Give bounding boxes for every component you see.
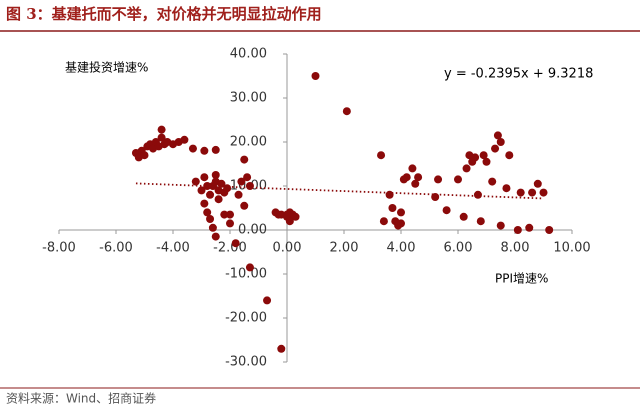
point xyxy=(140,151,149,160)
point xyxy=(414,173,423,182)
x-tick-label: 4.00 xyxy=(387,241,416,256)
x-tick-label: -8.00 xyxy=(42,241,76,256)
point xyxy=(157,133,166,142)
point xyxy=(505,151,514,160)
point xyxy=(208,223,217,232)
point xyxy=(211,171,220,179)
y-tick-label: -20.00 xyxy=(225,311,267,326)
point xyxy=(462,164,471,173)
point xyxy=(285,217,294,226)
point xyxy=(397,208,405,217)
point xyxy=(226,219,234,228)
point xyxy=(200,199,209,208)
x-tick-label: -2.00 xyxy=(213,241,247,256)
point xyxy=(525,223,534,232)
point xyxy=(397,219,405,228)
point xyxy=(291,212,300,221)
x-tick-label: 10.00 xyxy=(553,241,590,256)
point xyxy=(454,175,462,184)
point xyxy=(496,221,505,230)
y-axis-label: 基建投资增速% xyxy=(65,60,148,75)
point xyxy=(157,125,166,134)
point xyxy=(434,175,443,184)
y-tick-label: 30.00 xyxy=(230,91,267,106)
y-tick-label: 40.00 xyxy=(230,47,267,62)
point xyxy=(488,177,497,186)
point xyxy=(234,190,243,199)
point xyxy=(311,72,320,80)
point xyxy=(223,184,232,193)
point xyxy=(214,195,223,204)
point xyxy=(197,186,206,195)
point xyxy=(217,179,226,188)
x-axis-label: PPI增速% xyxy=(495,272,548,286)
point xyxy=(411,179,420,188)
point xyxy=(220,210,229,219)
y-tick-label: 20.00 xyxy=(230,135,267,150)
point xyxy=(516,188,525,197)
point xyxy=(533,179,542,188)
point xyxy=(493,131,502,140)
point xyxy=(206,190,215,199)
point xyxy=(211,232,220,241)
point xyxy=(377,151,386,160)
point xyxy=(240,155,249,164)
x-tick-label: 0.00 xyxy=(273,241,302,256)
point xyxy=(476,217,485,226)
trendline xyxy=(135,182,544,200)
point xyxy=(442,206,451,215)
point xyxy=(385,190,394,199)
point xyxy=(482,157,491,166)
point xyxy=(342,107,351,116)
point xyxy=(408,164,417,173)
point xyxy=(471,153,480,162)
y-tick-label: -10.00 xyxy=(225,267,267,282)
point xyxy=(200,173,209,182)
point xyxy=(200,146,209,155)
x-tick-label: -4.00 xyxy=(156,241,190,256)
point xyxy=(263,296,272,305)
point xyxy=(243,173,252,182)
point xyxy=(513,226,522,234)
y-tick-label: 0.00 xyxy=(238,223,267,238)
point xyxy=(191,177,200,186)
point xyxy=(502,184,511,193)
trendline-equation: y = -0.2395x + 9.3218 xyxy=(444,67,593,82)
point xyxy=(231,239,240,248)
point xyxy=(545,226,554,234)
x-tick-label: 8.00 xyxy=(501,241,530,256)
point xyxy=(402,173,411,182)
source: 资料来源：Wind、招商证券 xyxy=(6,391,156,406)
point xyxy=(245,182,254,190)
x-tick-label: -6.00 xyxy=(99,241,133,256)
point xyxy=(539,188,548,197)
x-tick-label: 6.00 xyxy=(444,241,473,256)
point xyxy=(245,263,254,272)
point xyxy=(206,215,215,223)
point xyxy=(188,144,197,153)
point xyxy=(496,138,505,146)
point xyxy=(528,188,537,197)
point xyxy=(277,344,286,353)
point xyxy=(240,201,249,210)
point xyxy=(180,135,189,144)
point xyxy=(379,217,388,226)
point xyxy=(211,145,220,154)
chart-title: 图 3：基建托而不举，对价格并无明显拉动作用 xyxy=(6,5,322,23)
point xyxy=(459,212,468,221)
x-tick-label: 2.00 xyxy=(330,241,359,256)
point xyxy=(479,151,488,160)
point xyxy=(226,210,234,219)
point xyxy=(491,144,500,153)
point xyxy=(283,210,291,219)
y-tick-label: -30.00 xyxy=(225,355,267,370)
point xyxy=(473,190,482,199)
point xyxy=(388,204,397,212)
point xyxy=(237,177,246,186)
point xyxy=(203,182,212,190)
point xyxy=(203,208,212,217)
